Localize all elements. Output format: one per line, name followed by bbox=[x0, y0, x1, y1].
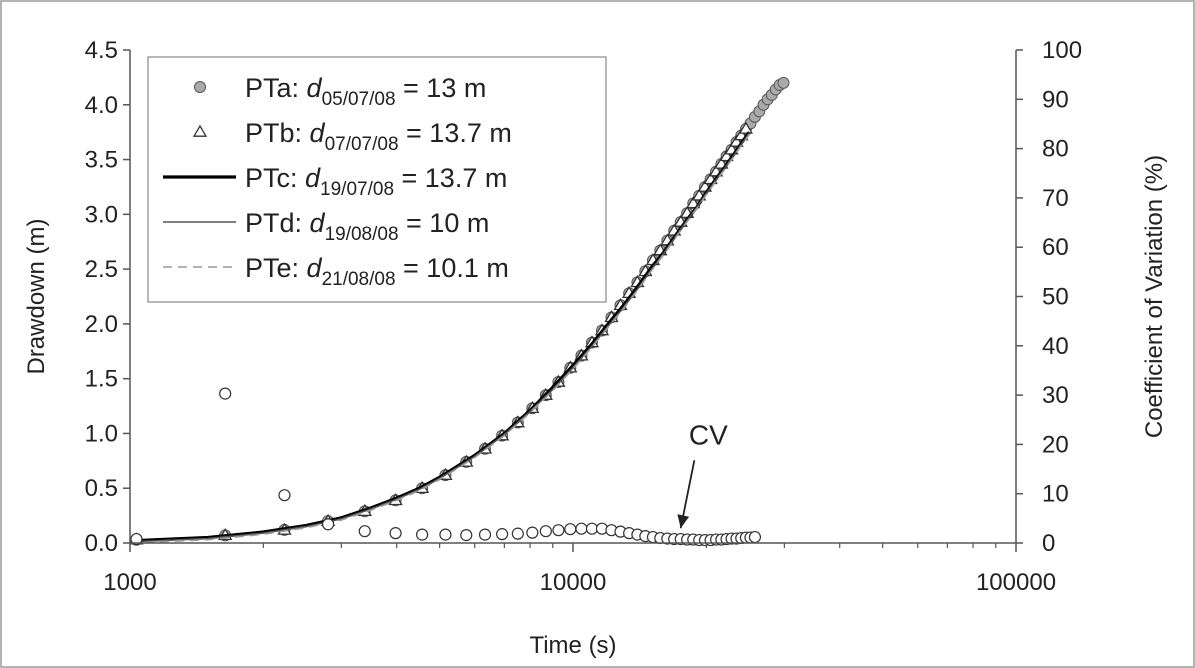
legend-box bbox=[147, 56, 607, 303]
legend-label: PTc: d19/07/08 = 13.7 m bbox=[245, 163, 507, 200]
legend-label-var: d bbox=[305, 163, 321, 193]
series-line-pte bbox=[129, 133, 750, 544]
legend-label-value: = 13.7 m bbox=[394, 163, 507, 193]
data-point-cv bbox=[575, 522, 588, 535]
y2-tick-label: 40 bbox=[1042, 333, 1069, 360]
annotation-layer: CV bbox=[677, 419, 728, 529]
data-point-cv bbox=[526, 526, 539, 539]
legend-item-ptb: PTb: d07/07/08 = 13.7 m bbox=[192, 118, 512, 155]
y2-tick-label: 20 bbox=[1042, 431, 1069, 458]
legend-label: PTb: d07/07/08 = 13.7 m bbox=[245, 118, 512, 155]
series-line-ptd bbox=[129, 132, 750, 543]
legend-label-subscript: 05/07/08 bbox=[322, 89, 396, 110]
data-point-cv bbox=[278, 489, 291, 502]
data-point-cv bbox=[748, 530, 762, 544]
legend-item-pte: PTe: d21/08/08 = 10.1 m bbox=[163, 253, 509, 290]
y-tick-label: 3.0 bbox=[85, 201, 118, 228]
legend-label: PTd: d19/08/08 = 10 m bbox=[245, 208, 489, 245]
y-axis-title: Drawdown (m) bbox=[23, 218, 50, 374]
y2-tick-label: 70 bbox=[1042, 185, 1069, 212]
data-point-cv bbox=[321, 518, 335, 531]
data-point-pta bbox=[777, 76, 790, 89]
data-point-cv bbox=[585, 522, 599, 535]
legend-item-ptc: PTc: d19/07/08 = 13.7 m bbox=[163, 163, 507, 200]
legend-label-prefix: PTa: bbox=[245, 73, 307, 103]
legend-label: PTa: d05/07/08 = 13 m bbox=[245, 73, 486, 110]
data-point-cv bbox=[478, 528, 492, 541]
legend-item-ptd: PTd: d19/08/08 = 10 m bbox=[163, 208, 489, 245]
legend-label-subscript: 07/07/08 bbox=[325, 134, 399, 155]
legend-label-prefix: PTe: bbox=[245, 253, 307, 283]
legend-label-value: = 13.7 m bbox=[399, 118, 512, 148]
data-point-cv bbox=[564, 523, 577, 536]
legend-label-subscript: 19/07/08 bbox=[320, 179, 394, 200]
x-axis-title: Time (s) bbox=[529, 632, 616, 659]
legend-symbol bbox=[192, 124, 208, 137]
y-tick-label: 1.0 bbox=[85, 420, 118, 447]
y-tick-label: 4.0 bbox=[85, 92, 118, 119]
legend-label-value: = 13 m bbox=[396, 73, 487, 103]
y2-tick-label: 30 bbox=[1042, 382, 1069, 409]
y-tick-label: 0.0 bbox=[85, 530, 118, 557]
annotation-arrow-head bbox=[677, 514, 690, 529]
data-point-cv bbox=[130, 532, 143, 546]
data-point-cv bbox=[511, 527, 524, 540]
data-point-ptb bbox=[686, 196, 701, 209]
data-point-cv bbox=[416, 528, 429, 541]
y2-tick-label: 60 bbox=[1042, 234, 1069, 261]
y-tick-label: 2.0 bbox=[85, 311, 118, 338]
series-pte bbox=[129, 133, 750, 544]
legend-label-value: = 10 m bbox=[399, 208, 490, 238]
legend-label-prefix: PTc: bbox=[245, 163, 305, 193]
annotation-label: CV bbox=[689, 419, 728, 450]
legend-label-var: d bbox=[307, 73, 323, 103]
y2-tick-label: 0 bbox=[1042, 530, 1055, 557]
data-point-cv bbox=[358, 525, 371, 538]
y2-tick-label: 90 bbox=[1042, 86, 1069, 113]
legend-label-subscript: 21/08/08 bbox=[322, 269, 396, 290]
y2-tick-label: 80 bbox=[1042, 136, 1069, 163]
y-tick-label: 3.5 bbox=[85, 147, 118, 174]
legend-label: PTe: d21/08/08 = 10.1 m bbox=[245, 253, 509, 290]
legend-label-subscript: 19/08/08 bbox=[325, 224, 399, 245]
data-point-cv bbox=[496, 528, 509, 541]
data-point-cv bbox=[439, 528, 452, 541]
data-point-cv bbox=[460, 529, 473, 542]
legend-label-var: d bbox=[310, 208, 326, 238]
x-tick-label: 1000 bbox=[103, 569, 156, 596]
legend-label-value: = 10.1 m bbox=[396, 253, 509, 283]
legend-label-var: d bbox=[310, 118, 326, 148]
legend-label-var: d bbox=[307, 253, 323, 283]
y2-tick-label: 10 bbox=[1042, 481, 1069, 508]
x-tick-label: 100000 bbox=[976, 569, 1056, 596]
y2-tick-label: 50 bbox=[1042, 284, 1069, 311]
y-tick-label: 1.5 bbox=[85, 366, 118, 393]
legend-label-prefix: PTd: bbox=[245, 208, 310, 238]
y-tick-label: 0.5 bbox=[85, 475, 118, 502]
series-ptd bbox=[129, 132, 750, 543]
data-point-ptb bbox=[738, 121, 754, 134]
legend-label-prefix: PTb: bbox=[245, 118, 310, 148]
legend-item-pta: PTa: d05/07/08 = 13 m bbox=[194, 73, 486, 110]
data-point-cv bbox=[219, 387, 232, 400]
y2-tick-label: 100 bbox=[1042, 37, 1082, 64]
y2-axis-title: Coefficient of Variation (%) bbox=[1141, 155, 1168, 438]
axes-layer: 0.0 0.5 1.0 1.5 2.0 2.5 3.0 3.5 4.0 4.5 0 10 20 30 40 5… bbox=[23, 37, 1168, 659]
series-layer bbox=[129, 76, 790, 547]
y-tick-label: 2.5 bbox=[85, 256, 118, 283]
y-tick-label: 4.5 bbox=[85, 37, 118, 64]
series-cv bbox=[130, 387, 762, 547]
data-point-cv bbox=[552, 524, 565, 537]
x-tick-label: 10000 bbox=[540, 569, 607, 596]
data-point-cv bbox=[389, 527, 402, 540]
legend-symbol bbox=[194, 81, 206, 93]
data-point-cv bbox=[539, 525, 552, 538]
